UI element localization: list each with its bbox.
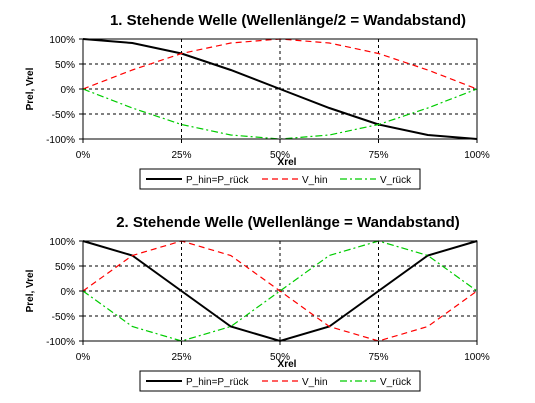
legend-label-3: V_rück	[380, 377, 412, 388]
x-tick-label: 50%	[270, 150, 290, 161]
legend-label-2: V_hin	[302, 175, 328, 186]
x-tick-label: 0%	[76, 352, 91, 363]
legend-label-1: P_hin=P_rück	[186, 377, 250, 388]
y-tick-label: -50%	[52, 110, 75, 121]
y-tick-label: 50%	[55, 262, 75, 273]
x-tick-label: 25%	[171, 150, 191, 161]
x-axis-label: Xrel	[278, 157, 297, 168]
chart-title: 2. Stehende Welle (Wellenlänge = Wandabs…	[116, 214, 460, 231]
y-tick-label: 0%	[61, 287, 76, 298]
y-tick-label: -50%	[52, 312, 75, 323]
series-line-3	[82, 88, 478, 140]
legend-box	[139, 370, 421, 392]
legend: P_hin=P_rück V_hin V_rück	[139, 370, 421, 392]
series-line-3	[82, 240, 478, 342]
legend-label-3: V_rück	[380, 175, 412, 186]
x-tick-label: 100%	[464, 352, 490, 363]
y-tick-label: -100%	[46, 135, 75, 146]
chart-title: 1. Stehende Welle (Wellenlänge/2 = Wanda…	[110, 12, 466, 29]
legend-label-2: V_hin	[302, 377, 328, 388]
x-tick-label: 25%	[171, 352, 191, 363]
x-tick-label: 100%	[464, 150, 490, 161]
y-axis-label: Prel, Vrel	[25, 269, 36, 312]
x-tick-label: 75%	[368, 150, 388, 161]
y-tick-label: 100%	[49, 35, 75, 46]
series-line-1	[82, 38, 478, 140]
legend: P_hin=P_rück V_hin V_rück	[139, 168, 421, 190]
legend-box	[139, 168, 421, 190]
y-tick-label: -100%	[46, 337, 75, 348]
y-tick-label: 100%	[49, 237, 75, 248]
x-tick-label: 0%	[76, 150, 91, 161]
x-tick-label: 75%	[368, 352, 388, 363]
legend-label-1: P_hin=P_rück	[186, 175, 250, 186]
chart-2: 2. Stehende Welle (Wellenlänge = Wandabs…	[25, 214, 490, 392]
series-line-2	[82, 240, 478, 342]
chart-1: 1. Stehende Welle (Wellenlänge/2 = Wanda…	[25, 12, 490, 190]
y-tick-label: 50%	[55, 60, 75, 71]
y-axis-label: Prel, Vrel	[25, 67, 36, 110]
y-tick-label: 0%	[61, 85, 76, 96]
x-axis-label: Xrel	[278, 359, 297, 370]
x-tick-label: 50%	[270, 352, 290, 363]
